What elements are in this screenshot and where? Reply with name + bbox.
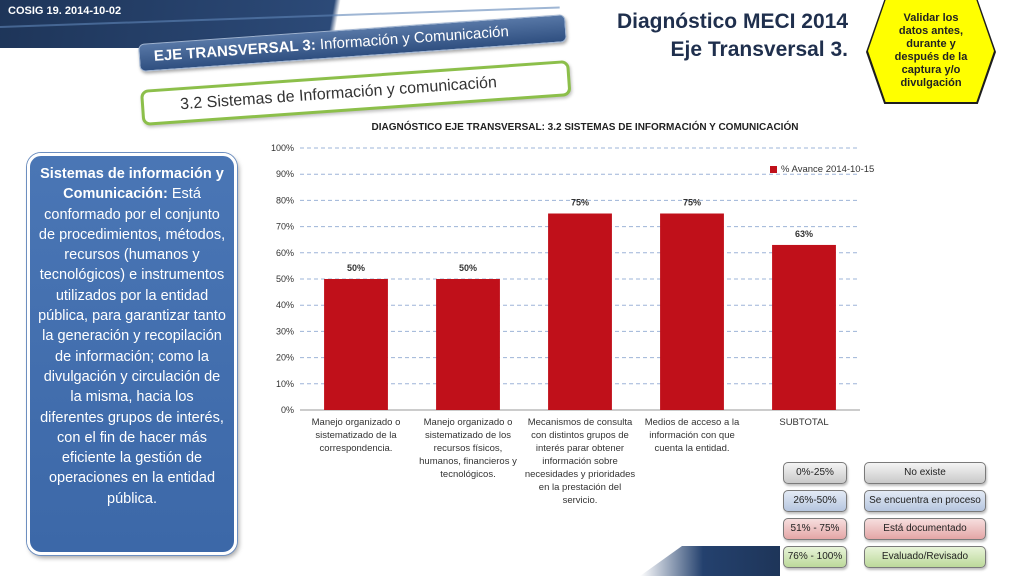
status-range-76-100: 76% - 100%	[783, 546, 847, 568]
status-range-0-25: 0%-25%	[783, 462, 847, 484]
chart-title: DIAGNÓSTICO EJE TRANSVERSAL: 3.2 SISTEMA…	[371, 122, 799, 133]
bar	[772, 244, 836, 410]
y-tick-label: 80%	[276, 195, 294, 205]
bar	[548, 213, 612, 410]
validation-note: Validar los datos antes, durante y despu…	[868, 0, 994, 102]
bar	[660, 213, 724, 410]
data-label: 75%	[683, 198, 701, 208]
y-tick-label: 0%	[281, 405, 294, 415]
y-tick-label: 20%	[276, 353, 294, 363]
y-tick-label: 100%	[271, 143, 294, 153]
bar	[324, 279, 388, 410]
chart-legend: % Avance 2014-10-15	[770, 164, 874, 175]
y-tick-label: 90%	[276, 169, 294, 179]
y-tick-label: 50%	[276, 274, 294, 284]
page-title-line-2: Eje Transversal 3.	[670, 38, 848, 61]
x-category-label: Manejo organizado o sistematizado de los…	[419, 417, 517, 480]
data-label: 75%	[571, 198, 589, 208]
legend-label: % Avance 2014-10-15	[781, 164, 875, 175]
description-term: Sistemas de información y Comunicación:	[40, 166, 224, 203]
status-no-existe: No existe	[864, 462, 986, 484]
y-tick-label: 60%	[276, 248, 294, 258]
legend-swatch	[770, 166, 777, 173]
section-banner: 3.2 Sistemas de Información y comunicaci…	[140, 60, 572, 126]
status-evaluado: Evaluado/Revisado	[864, 546, 986, 568]
bar	[436, 279, 500, 410]
x-category-label: Medios de acceso a la información con qu…	[644, 417, 740, 454]
axis-banner-prefix: EJE TRANSVERSAL 3:	[153, 36, 317, 65]
x-category-label: Mecanismos de consulta con distintos gru…	[524, 417, 636, 506]
x-category-label: SUBTOTAL	[779, 417, 829, 428]
status-en-proceso: Se encuentra en proceso	[864, 490, 986, 512]
data-label: 50%	[459, 263, 477, 273]
y-tick-label: 40%	[276, 300, 294, 310]
description-box: Sistemas de información y Comunicación: …	[27, 153, 237, 555]
data-label: 50%	[347, 263, 365, 273]
description-body: Está conformado por el conjunto de proce…	[38, 186, 226, 507]
y-tick-label: 30%	[276, 326, 294, 336]
page-title-line-1: Diagnóstico MECI 2014	[616, 10, 848, 33]
page-title: Diagnóstico MECI 2014 Eje Transversal 3.	[617, 8, 848, 64]
y-tick-label: 10%	[276, 379, 294, 389]
bar-chart: 0% 10% 20% 30% 40% 50% 60% 70% 80% 90% 100% 50% 50% 7…	[271, 143, 860, 415]
footer-band	[640, 546, 780, 576]
status-range-26-50: 26%-50%	[783, 490, 847, 512]
document-code: COSIG 19. 2014-10-02	[8, 5, 122, 17]
x-category-label: Manejo organizado o sistematizado de la …	[311, 417, 401, 454]
status-documentado: Está documentado	[864, 518, 986, 540]
data-label: 63%	[795, 229, 813, 239]
y-tick-label: 70%	[276, 222, 294, 232]
status-range-51-75: 51% - 75%	[783, 518, 847, 540]
